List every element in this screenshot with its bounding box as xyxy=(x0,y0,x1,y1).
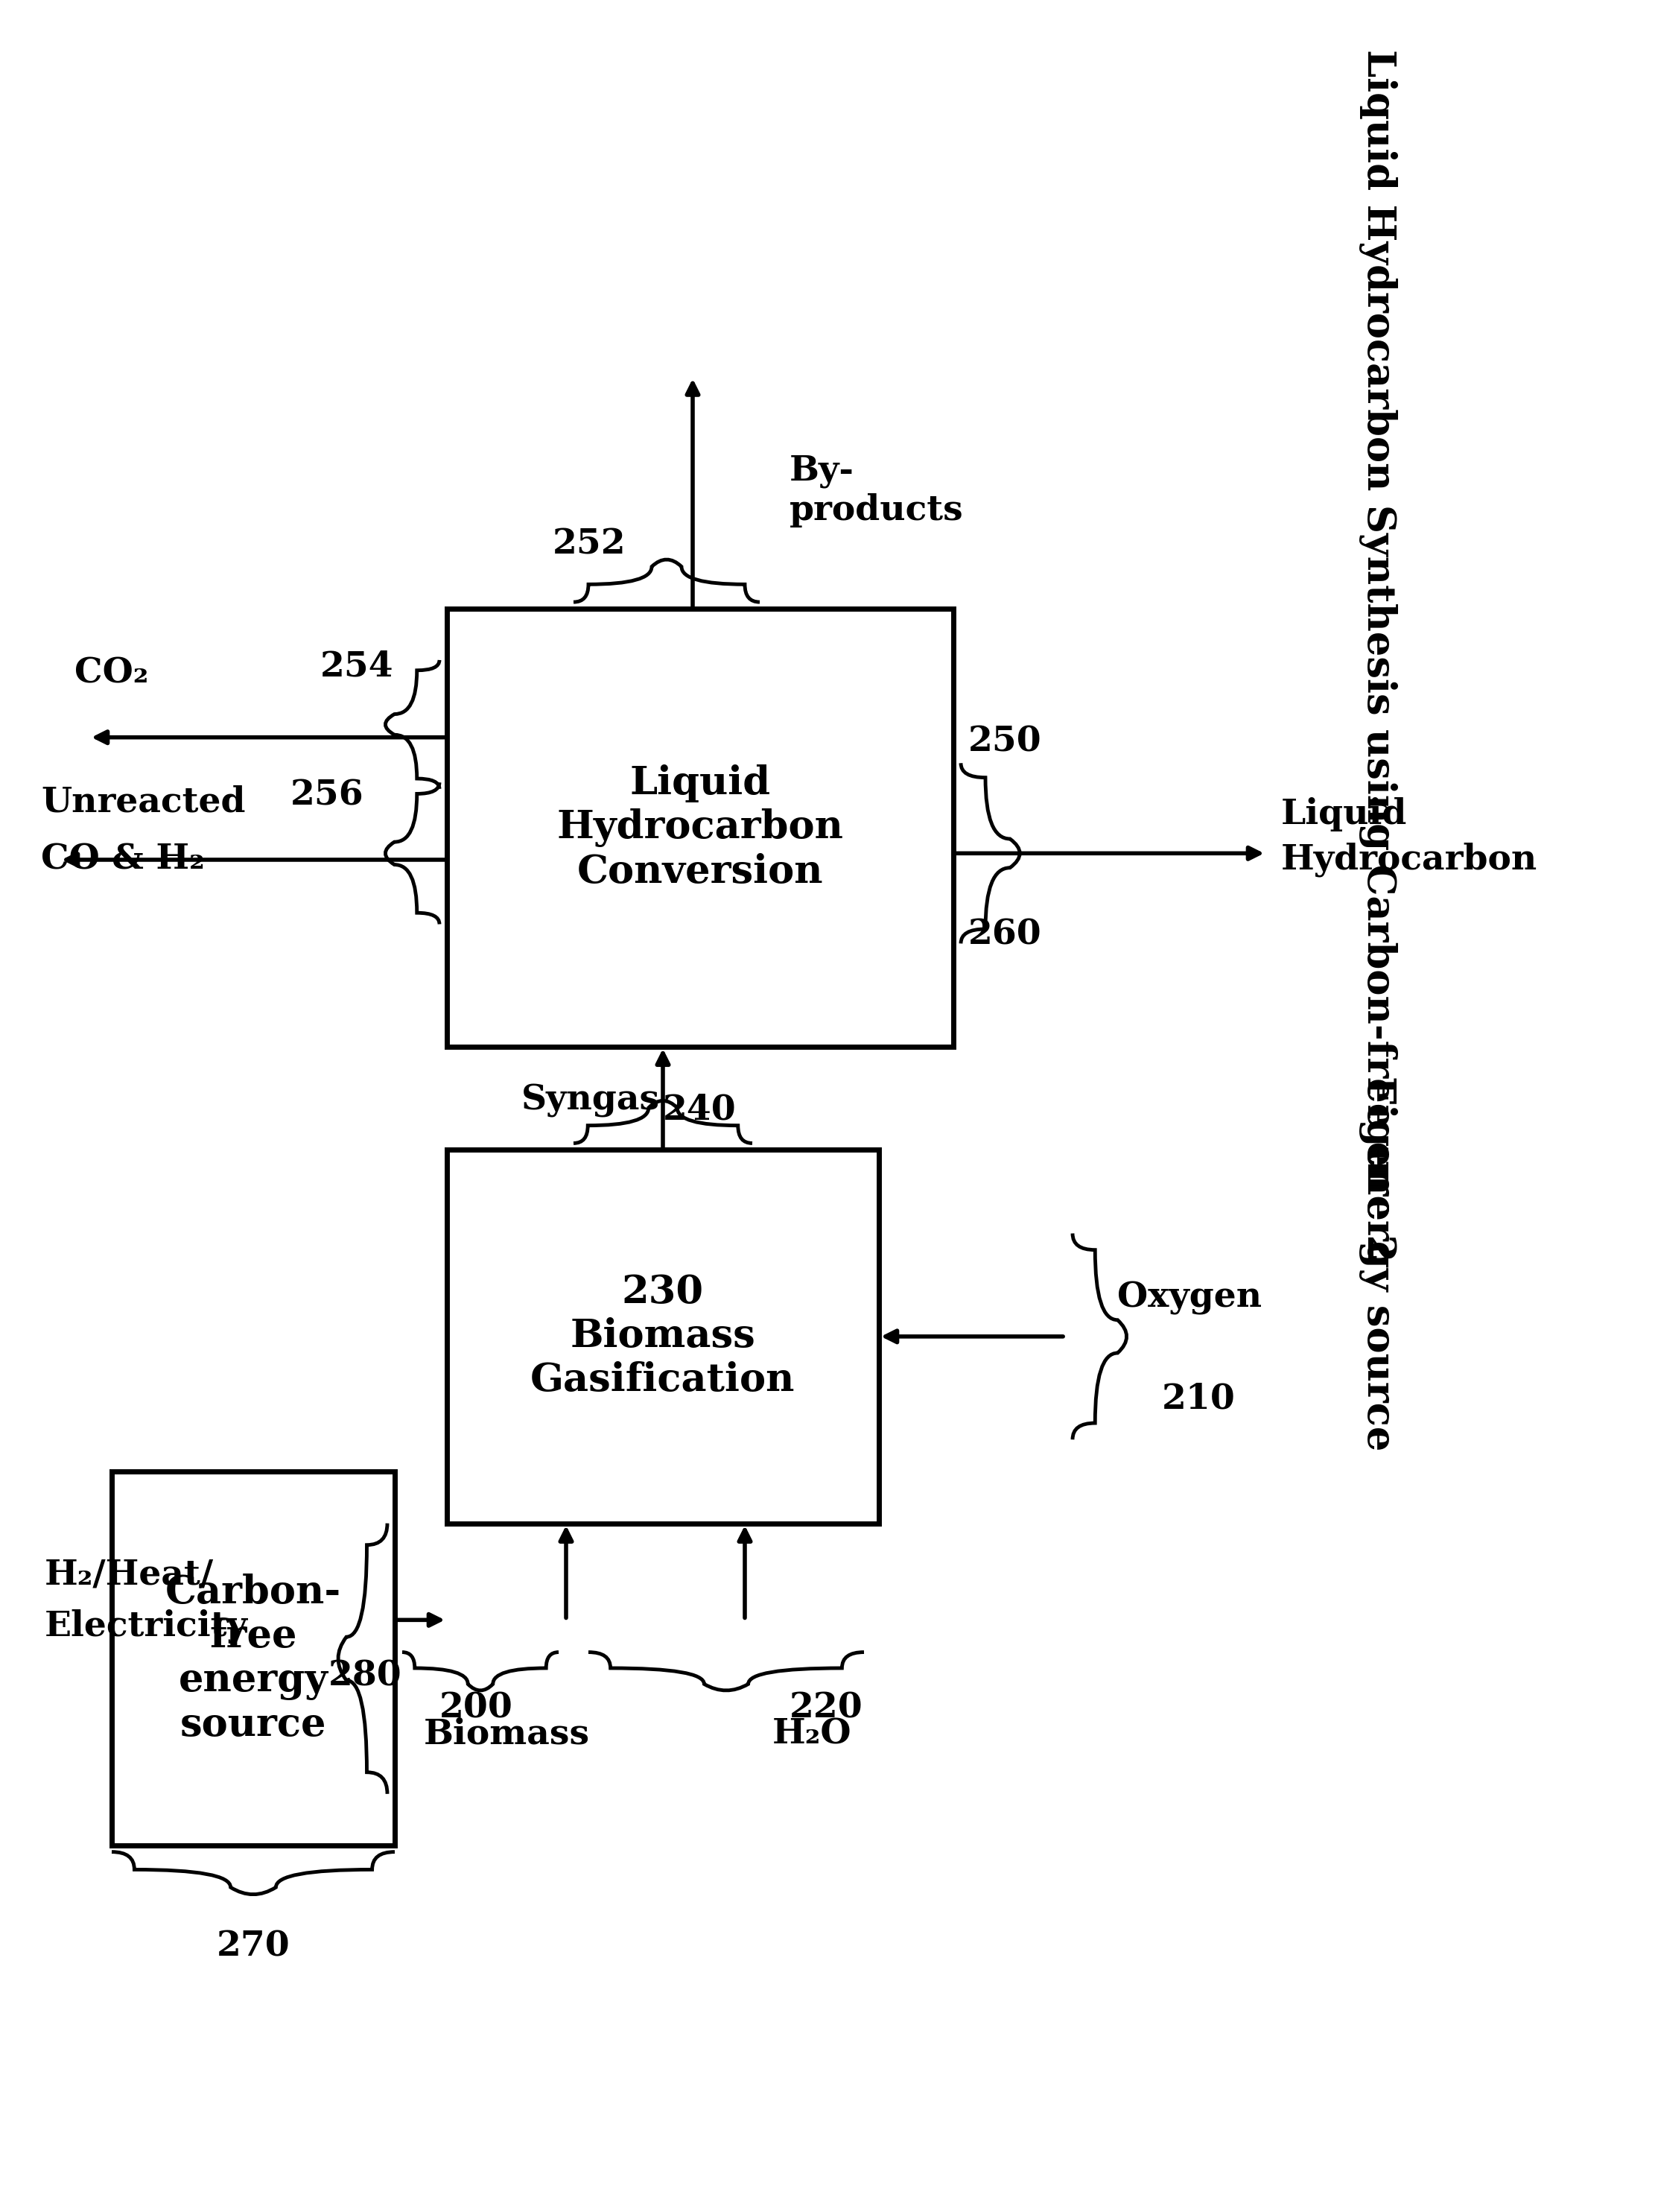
Text: CO₂: CO₂ xyxy=(74,655,149,690)
Text: Unreacted: Unreacted xyxy=(41,785,245,818)
Text: 230
Biomass
Gasification: 230 Biomass Gasification xyxy=(531,1274,796,1400)
Text: H₂O: H₂O xyxy=(773,1717,852,1752)
Text: 280: 280 xyxy=(328,1659,402,1692)
Text: Carbon-
free
energy
source: Carbon- free energy source xyxy=(166,1573,341,1743)
Text: 210: 210 xyxy=(1162,1382,1236,1416)
Text: 270: 270 xyxy=(217,1929,290,1964)
Text: Syngas: Syngas xyxy=(521,1084,660,1117)
Text: Liquid Hydrocarbon Synthesis using Carbon-free energy source: Liquid Hydrocarbon Synthesis using Carbo… xyxy=(1359,49,1397,1451)
Text: Figure 2: Figure 2 xyxy=(1359,1077,1397,1261)
Text: 252: 252 xyxy=(553,526,626,562)
Text: Oxygen: Oxygen xyxy=(1117,1281,1261,1314)
Text: 220: 220 xyxy=(789,1690,862,1725)
Text: Hydrocarbon: Hydrocarbon xyxy=(1281,843,1537,878)
Bar xyxy=(447,1150,879,1524)
Text: Liquid
Hydrocarbon
Conversion: Liquid Hydrocarbon Conversion xyxy=(556,763,844,891)
Text: 254: 254 xyxy=(321,650,394,684)
Text: CO & H₂: CO & H₂ xyxy=(41,843,205,876)
Text: Liquid: Liquid xyxy=(1281,799,1407,832)
Text: Biomass: Biomass xyxy=(424,1717,589,1752)
Text: 256: 256 xyxy=(291,779,364,812)
Text: Electricity: Electricity xyxy=(45,1608,248,1644)
Text: By-
products: By- products xyxy=(789,453,963,529)
Text: 200: 200 xyxy=(440,1690,513,1725)
Bar xyxy=(113,1471,396,1845)
Text: 250: 250 xyxy=(968,726,1043,759)
Bar xyxy=(447,608,953,1046)
Text: 260: 260 xyxy=(968,918,1043,951)
Text: H₂/Heat/: H₂/Heat/ xyxy=(45,1557,213,1593)
Text: 240: 240 xyxy=(664,1093,736,1128)
